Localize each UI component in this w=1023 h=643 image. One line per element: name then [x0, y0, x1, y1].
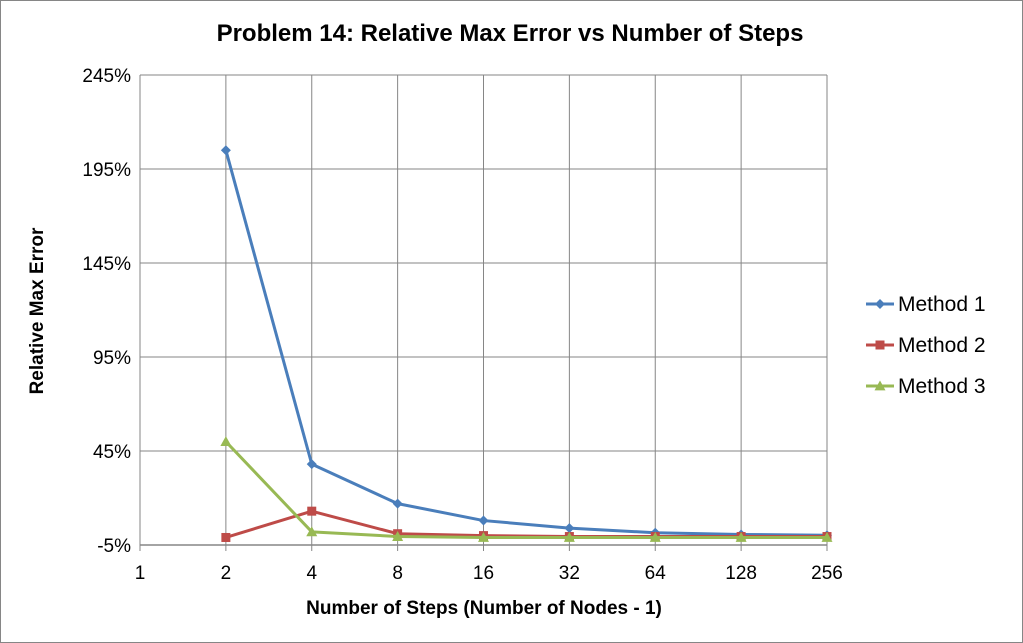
- series-line: [224, 149, 828, 537]
- x-tick-label: 64: [645, 563, 667, 584]
- y-tick-label: 195%: [82, 160, 131, 181]
- data-point: [478, 531, 489, 542]
- y-tick-label: 95%: [93, 348, 131, 369]
- legend-item: Method 2: [866, 334, 986, 357]
- x-tick-label: 1: [135, 563, 146, 584]
- legend-item: Method 3: [866, 375, 986, 398]
- y-tick-label: 145%: [82, 254, 131, 275]
- legend-marker: [874, 380, 886, 391]
- legend: Method 1 Method 2 Method 3: [866, 293, 986, 398]
- series-line: [224, 440, 827, 539]
- legend-marker: [875, 299, 885, 309]
- data-point: [392, 498, 403, 509]
- x-tick-label: 4: [306, 563, 317, 584]
- y-tick-label: 45%: [93, 442, 131, 463]
- chart-title: Problem 14: Relative Max Error vs Number…: [217, 20, 804, 47]
- legend-label: Method 3: [898, 375, 986, 398]
- data-point: [220, 436, 232, 446]
- data-point: [649, 531, 661, 542]
- data-point: [221, 532, 231, 542]
- x-tick-label: 16: [473, 563, 494, 584]
- gridlines: [139, 74, 828, 551]
- y-tick-label: 245%: [82, 66, 131, 87]
- data-point: [821, 531, 833, 542]
- data-point: [306, 526, 318, 537]
- x-tick-label: 256: [811, 563, 843, 584]
- series-method-1: [220, 145, 832, 541]
- data-point: [220, 145, 231, 156]
- y-axis-title: Relative Max Error: [27, 227, 48, 394]
- x-axis-tick-labels: 1 2 4 8 16 32 64 128 256: [135, 563, 843, 584]
- legend-item: Method 1: [866, 293, 986, 316]
- x-tick-label: 8: [392, 563, 403, 584]
- data-point: [392, 531, 404, 541]
- data-point: [307, 506, 317, 516]
- x-tick-label: 32: [559, 563, 580, 584]
- data-point: [306, 459, 317, 470]
- data-point: [564, 523, 575, 534]
- data-point: [478, 515, 489, 526]
- y-axis-tick-labels: -5% 45% 95% 145% 195% 245%: [82, 66, 131, 557]
- legend-label: Method 2: [898, 334, 986, 357]
- y-tick-label: -5%: [97, 536, 131, 557]
- data-point: [563, 531, 575, 542]
- x-tick-label: 128: [725, 563, 757, 584]
- x-axis-title: Number of Steps (Number of Nodes - 1): [306, 598, 662, 619]
- data-point: [735, 531, 747, 542]
- legend-marker: [875, 340, 885, 350]
- series-layer: [220, 145, 833, 542]
- x-tick-label: 2: [221, 563, 232, 584]
- series-method-3: [220, 436, 833, 542]
- legend-label: Method 1: [898, 293, 986, 316]
